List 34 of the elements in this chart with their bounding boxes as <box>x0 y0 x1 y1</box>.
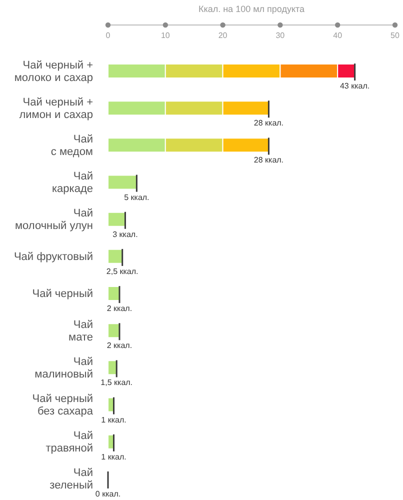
total-label: 28 ккал. <box>254 156 284 165</box>
x-axis-title: Ккал. на 100 мл продукта <box>197 4 306 15</box>
y-tick-label: Чай фруктовый <box>14 250 93 263</box>
total-label: 1 ккал. <box>101 452 126 462</box>
total-label: 1,5 ккал. <box>100 378 133 388</box>
total-label: 2,5 ккал. <box>106 266 138 276</box>
y-tick-label: Чай с медом <box>50 133 93 158</box>
y-tick-label: Чай мате <box>68 318 93 344</box>
x-tick-label: 10 <box>160 31 170 40</box>
bar <box>108 174 138 190</box>
x-tick-label: 0 <box>106 31 111 40</box>
total-label: 28 ккал. <box>254 118 284 128</box>
y-tick-label: Чай черный + лимон и сахар <box>19 96 93 121</box>
y-tick-label: Чай молочный улун <box>14 208 93 232</box>
x-tick-label: 30 <box>276 31 286 40</box>
y-tick-label: Чай малиновый <box>34 356 93 380</box>
total-label: 3 ккал. <box>112 230 138 239</box>
total-label: 5 ккал. <box>124 192 150 202</box>
x-tick-label: 20 <box>218 31 228 40</box>
y-tick-label: Чай черный без сахара <box>32 393 94 418</box>
total-label: 43 ккал. <box>340 82 370 91</box>
total-label: 0 ккал. <box>95 489 121 498</box>
x-tick-label: 50 <box>390 31 400 40</box>
y-tick-label: Чай каркаде <box>52 170 93 196</box>
y-tick-label: Чай травяной <box>46 430 93 455</box>
y-tick-label: Чай черный + молоко и сахар <box>14 59 93 84</box>
total-label: 1 ккал. <box>101 415 126 424</box>
y-tick-label: Чай зеленый <box>50 467 93 492</box>
total-label: 2 ккал. <box>106 341 132 350</box>
bar <box>108 212 126 227</box>
total-label: 2 ккал. <box>106 304 132 314</box>
y-tick-label: Чай черный <box>32 288 93 300</box>
x-tick-label: 40 <box>333 31 343 40</box>
bar <box>108 248 123 264</box>
